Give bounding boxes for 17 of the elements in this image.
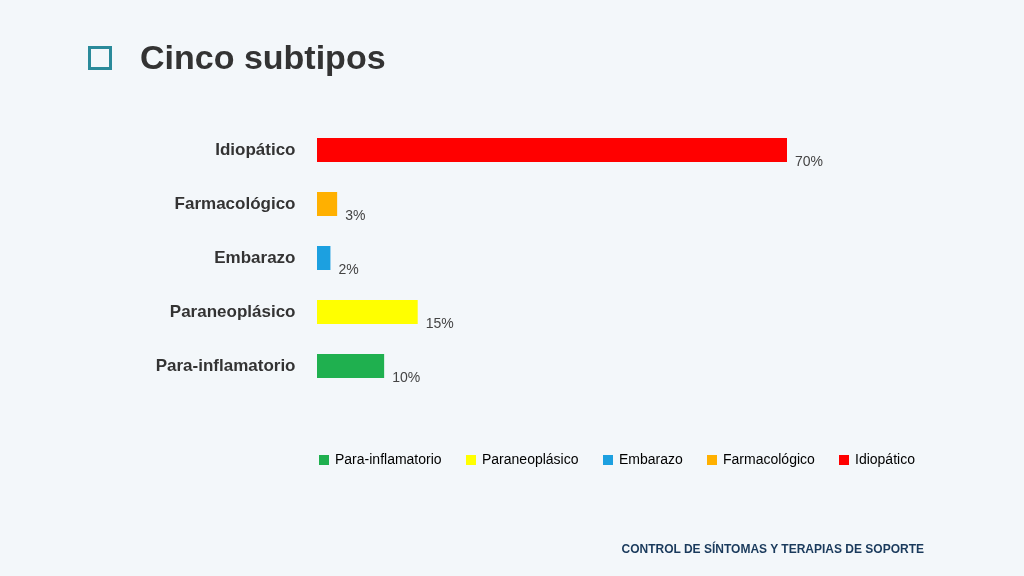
legend-label: Farmacológico xyxy=(723,451,816,467)
chart-title: Cinco subtipos xyxy=(140,38,386,77)
y-tick-label: Farmacológico xyxy=(174,194,296,213)
legend-label: Embarazo xyxy=(619,451,684,467)
legend-label: Idiopático xyxy=(855,451,916,467)
y-tick-label: Para-inflamatorio xyxy=(155,356,296,375)
data-label: 10% xyxy=(392,369,421,385)
legend-label: Para-inflamatorio xyxy=(335,451,442,467)
data-label: 2% xyxy=(338,261,359,277)
text: CONTROL DE SÍNTOMAS Y TERAPIAS DE SOPORTE xyxy=(621,542,924,556)
data-label: 15% xyxy=(425,315,454,331)
legend-label: Paraneoplásico xyxy=(482,451,579,467)
data-label: 3% xyxy=(345,207,366,223)
data-label: 70% xyxy=(795,153,824,169)
y-tick-label: Paraneoplásico xyxy=(169,302,296,321)
y-tick-label: Embarazo xyxy=(214,248,296,267)
y-tick-label: Idiopático xyxy=(215,140,296,159)
